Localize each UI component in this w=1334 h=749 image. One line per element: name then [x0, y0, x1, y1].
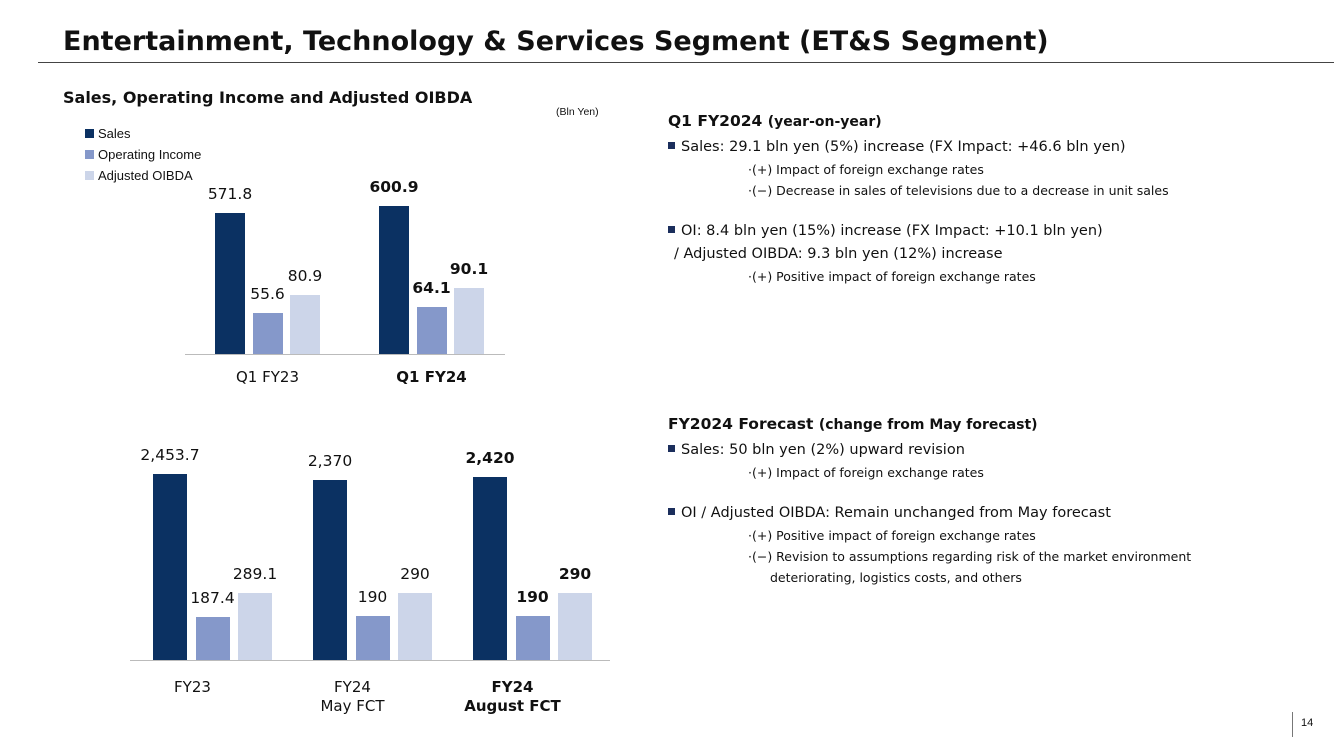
section-heading: Q1 FY2024 (year-on-year) — [668, 112, 1308, 130]
bar — [379, 205, 409, 354]
bar — [252, 313, 283, 354]
bar — [355, 615, 390, 660]
bullet-text: Sales: 50 bln yen (2%) upward revision — [681, 442, 965, 458]
bar — [153, 474, 187, 660]
x-axis-line — [185, 354, 505, 355]
bar — [215, 212, 245, 354]
data-label: 571.8 — [207, 184, 253, 203]
bullet-item: OI: 8.4 bln yen (15%) increase (FX Impac… — [668, 220, 1308, 287]
title-rule — [38, 62, 1334, 63]
x-tick-label: FY23 — [174, 678, 211, 696]
bullet-text: / Adjusted OIBDA: 9.3 bln yen (12%) incr… — [674, 246, 1003, 262]
data-label: 64.1 — [412, 279, 451, 298]
x-axis-line — [130, 660, 610, 661]
data-label: 2,420 — [465, 448, 515, 467]
legend-swatch — [85, 129, 94, 138]
bar — [195, 616, 230, 660]
data-label: 187.4 — [190, 588, 235, 607]
legend-swatch — [85, 171, 94, 180]
section: Q1 FY2024 (year-on-year) Sales: 29.1 bln … — [668, 112, 1308, 306]
bar — [454, 288, 484, 354]
bar — [473, 476, 507, 660]
heading-note: (year-on-year) — [767, 114, 882, 130]
page-number: 14 — [1301, 717, 1314, 729]
bullet-item: Sales: 50 bln yen (2%) upward revision ·(… — [668, 439, 1308, 483]
data-label: 80.9 — [287, 266, 323, 285]
x-tick-label: FY24 May FCT — [320, 678, 385, 715]
bar — [290, 294, 320, 354]
sub-point: ·(+) Positive impact of foreign exchange… — [748, 528, 1036, 543]
bar — [398, 592, 432, 660]
data-label: 290 — [558, 564, 592, 583]
bullet-line: / Adjusted OIBDA: 9.3 bln yen (12%) incr… — [668, 243, 1308, 266]
legend-swatch — [85, 150, 94, 159]
chart-subtitle: Sales, Operating Income and Adjusted OIB… — [63, 88, 473, 107]
x-tick-label: FY24 August FCT — [464, 678, 561, 715]
legend-item: Sales — [85, 126, 131, 141]
bullet-line: Sales: 29.1 bln yen (5%) increase (FX Im… — [668, 136, 1308, 159]
sub-point: ·(+) Positive impact of foreign exchange… — [748, 269, 1036, 284]
legend-item: Adjusted OIBDA — [85, 168, 193, 183]
bullet-text: Sales: 29.1 bln yen (5%) increase (FX Im… — [681, 139, 1126, 155]
bullet-line: Sales: 50 bln yen (2%) upward revision — [668, 439, 1308, 462]
legend-item: Operating Income — [85, 147, 201, 162]
bullet-item: Sales: 29.1 bln yen (5%) increase (FX Im… — [668, 136, 1308, 201]
bullet-square — [668, 226, 675, 233]
heading-text: Q1 FY2024 — [668, 112, 763, 130]
page-rule — [1292, 712, 1293, 737]
data-label: 55.6 — [250, 285, 285, 304]
slide-title: Entertainment, Technology & Services Seg… — [63, 26, 1049, 57]
unit-label: (Bln Yen) — [556, 106, 599, 118]
data-label: 2,370 — [307, 452, 353, 471]
bar — [238, 592, 272, 660]
sub-point: ·(−) Revision to assumptions regarding r… — [748, 549, 1192, 585]
bullet-item: OI / Adjusted OIBDA: Remain unchanged fr… — [668, 502, 1308, 588]
bullet-text: OI: 8.4 bln yen (15%) increase (FX Impac… — [681, 223, 1103, 239]
sub-point: ·(+) Impact of foreign exchange rates — [748, 465, 984, 480]
sub-point: ·(+) Impact of foreign exchange rates — [748, 162, 984, 177]
data-label: 2,453.7 — [140, 446, 200, 465]
bullet-line: OI: 8.4 bln yen (15%) increase (FX Impac… — [668, 220, 1308, 243]
data-label: 289.1 — [232, 564, 278, 583]
x-tick-label: Q1 FY24 — [396, 368, 467, 386]
data-label: 90.1 — [449, 260, 489, 279]
data-label: 600.9 — [369, 177, 419, 196]
data-label: 190 — [357, 587, 388, 606]
section-heading: FY2024 Forecast (change from May forecas… — [668, 415, 1308, 433]
data-label: 290 — [400, 564, 430, 583]
data-label: 190 — [516, 587, 549, 606]
bar — [416, 307, 447, 354]
bullet-square — [668, 445, 675, 452]
legend-label: Adjusted OIBDA — [98, 168, 193, 183]
x-tick-label: Q1 FY23 — [236, 368, 299, 386]
bullet-square — [668, 142, 675, 149]
bullet-square — [668, 508, 675, 515]
bullet-text: OI / Adjusted OIBDA: Remain unchanged fr… — [681, 505, 1111, 521]
heading-text: FY2024 Forecast — [668, 415, 814, 433]
heading-note: (change from May forecast) — [818, 417, 1038, 433]
bullet-line: OI / Adjusted OIBDA: Remain unchanged fr… — [668, 502, 1308, 525]
bar — [558, 592, 592, 660]
section: FY2024 Forecast (change from May forecas… — [668, 415, 1308, 607]
bar — [313, 480, 347, 660]
legend-label: Operating Income — [98, 147, 202, 162]
legend-label: Sales — [98, 126, 131, 141]
bar — [515, 615, 550, 660]
sub-point: ·(−) Decrease in sales of televisions du… — [748, 183, 1169, 198]
